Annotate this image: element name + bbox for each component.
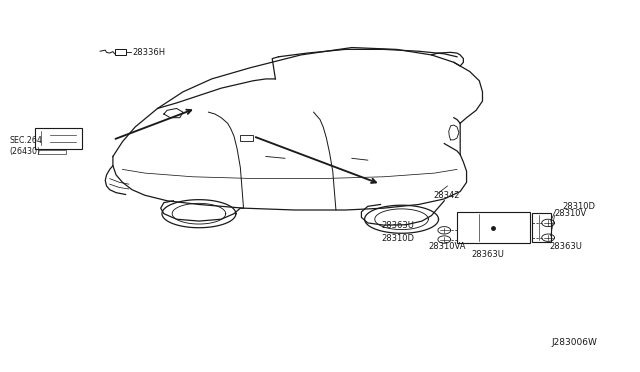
Text: 28342: 28342 — [433, 191, 460, 200]
Bar — [241, 135, 253, 141]
Text: 28310VA: 28310VA — [429, 243, 466, 251]
Bar — [38, 150, 67, 154]
Text: J283006W: J283006W — [551, 339, 597, 347]
Text: 28310D: 28310D — [381, 234, 414, 243]
Text: 28363U: 28363U — [471, 250, 504, 259]
Text: 28363U: 28363U — [549, 243, 582, 251]
Text: 28363U: 28363U — [381, 221, 414, 230]
Bar — [35, 128, 83, 149]
Text: 28336H: 28336H — [132, 48, 165, 57]
Text: 28310D: 28310D — [562, 202, 595, 211]
Bar — [532, 213, 550, 242]
Text: SEC.264
(26430): SEC.264 (26430) — [10, 136, 42, 156]
Bar — [115, 49, 126, 55]
Text: 28310V: 28310V — [554, 209, 587, 218]
Bar — [457, 212, 531, 243]
